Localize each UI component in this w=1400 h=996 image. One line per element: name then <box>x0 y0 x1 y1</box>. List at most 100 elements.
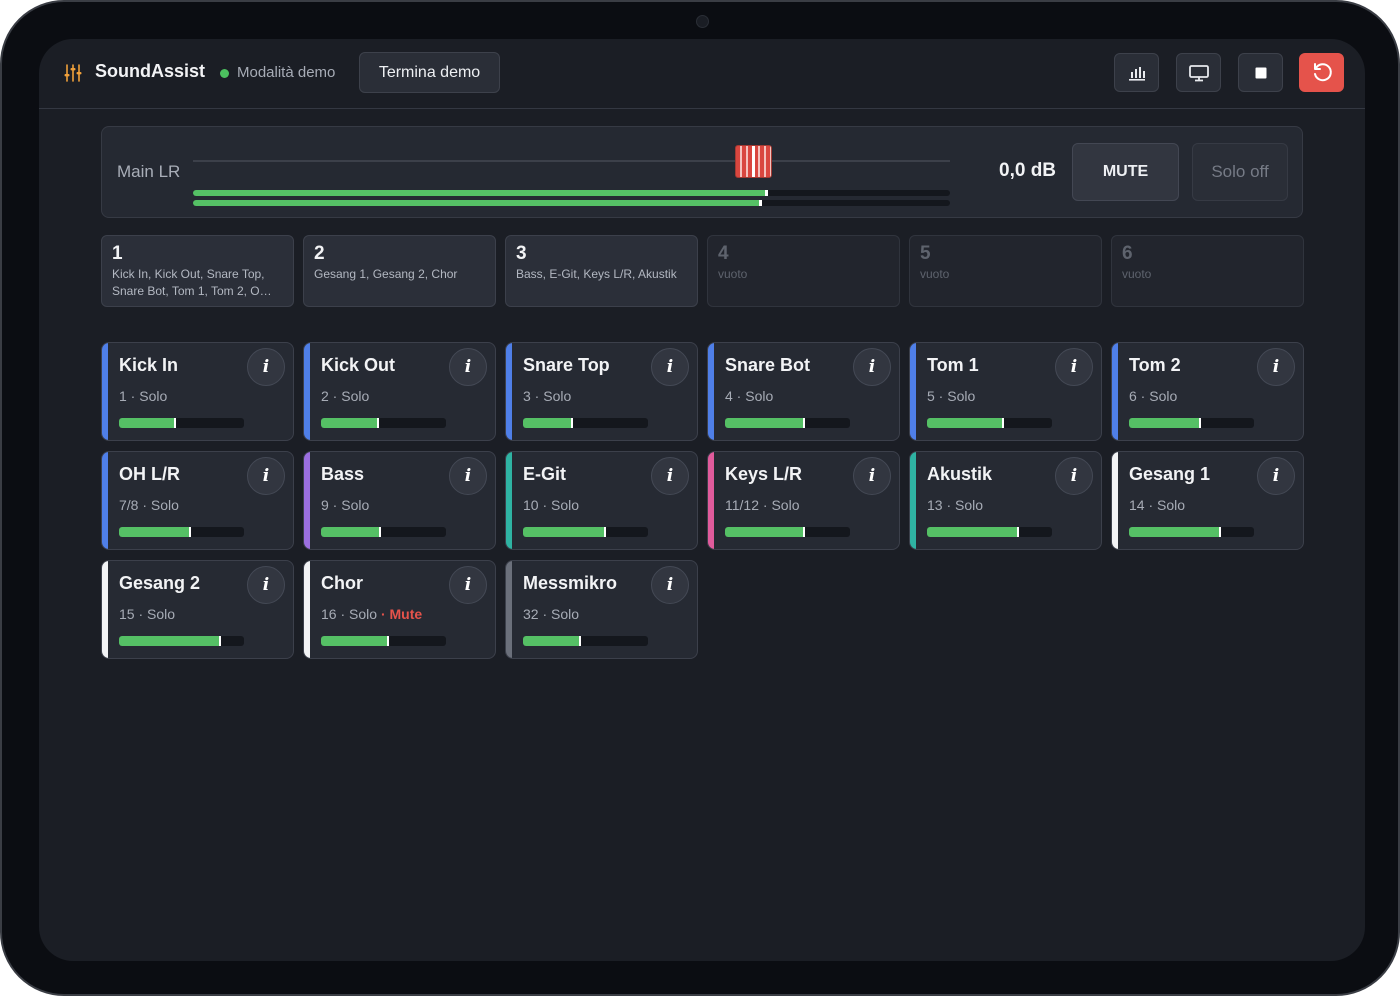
display-button[interactable] <box>1176 53 1221 92</box>
main-meter-right <box>193 200 950 206</box>
info-button[interactable]: i <box>247 348 285 386</box>
info-button[interactable]: i <box>651 457 689 495</box>
channel-name: Keys L/R <box>725 464 803 484</box>
channel-meter <box>725 527 850 537</box>
app-title: SoundAssist <box>95 61 206 81</box>
channel-card[interactable]: E-Git 10 · Solo i <box>505 451 698 550</box>
group-6[interactable]: 6 vuoto <box>1111 235 1304 307</box>
channel-subtitle: 15 · Solo <box>119 606 175 622</box>
channel-separator: · <box>942 497 956 513</box>
channel-name: Tom 1 <box>927 355 979 375</box>
group-members: Gesang 1, Gesang 2, Chor <box>314 267 458 281</box>
channel-separator: · <box>934 388 948 404</box>
channel-subtitle: 11/12 · Solo <box>725 497 799 513</box>
info-button[interactable]: i <box>247 566 285 604</box>
reset-icon <box>1313 62 1332 81</box>
info-button[interactable]: i <box>449 457 487 495</box>
monitor-icon <box>1188 64 1209 81</box>
info-button[interactable]: i <box>651 348 689 386</box>
channel-meter-peak <box>1002 418 1004 428</box>
group-members: vuoto <box>920 267 950 281</box>
channel-name: Gesang 2 <box>119 573 201 593</box>
channel-meter <box>725 418 850 428</box>
group-members: Kick In, Kick Out, Snare Top, Snare Bot,… <box>112 267 272 298</box>
channel-number: 1 <box>119 388 127 404</box>
main-fader-knob[interactable] <box>735 145 773 178</box>
channel-card[interactable]: Snare Top 3 · Solo i <box>505 342 698 441</box>
app-screen: SoundAssist Modalità demo Termina demo <box>39 39 1365 961</box>
channel-number: 4 <box>725 388 733 404</box>
channel-separator: · <box>1144 497 1158 513</box>
channel-separator: · <box>538 606 552 622</box>
channel-meter-peak <box>1219 527 1221 537</box>
group-4[interactable]: 4 vuoto <box>707 235 900 307</box>
channel-card[interactable]: OH L/R 7/8 · Solo i <box>101 451 294 550</box>
channel-card[interactable]: Bass 9 · Solo i <box>303 451 496 550</box>
channel-name: Chor <box>321 573 363 593</box>
channel-separator: · <box>328 388 342 404</box>
channel-subtitle: 3 · Solo <box>523 388 571 404</box>
info-button[interactable]: i <box>1257 348 1295 386</box>
group-number: 5 <box>920 243 931 264</box>
channel-meter <box>321 418 446 428</box>
end-demo-button[interactable]: Termina demo <box>359 52 500 93</box>
channel-color-strip <box>506 343 512 440</box>
main-lr-panel: Main LR 0,0 dB MUTE Solo off <box>101 126 1303 218</box>
channel-name: Kick Out <box>321 355 396 375</box>
channel-color-strip <box>910 452 916 549</box>
channel-card[interactable]: Gesang 2 15 · Solo i <box>101 560 294 659</box>
channel-name: Kick In <box>119 355 179 375</box>
group-3[interactable]: 3 Bass, E-Git, Keys L/R, Akustik <box>505 235 698 307</box>
channel-separator: · <box>138 497 151 513</box>
channel-subtitle: 6 · Solo <box>1129 388 1177 404</box>
channel-meter-peak <box>802 418 805 428</box>
info-button[interactable]: i <box>651 566 689 604</box>
channel-card[interactable]: Keys L/R 11/12 · Solo i <box>707 451 900 550</box>
channel-name: Snare Top <box>523 355 610 375</box>
channel-card[interactable]: Kick In 1 · Solo i <box>101 342 294 441</box>
channel-card[interactable]: Tom 2 6 · Solo i <box>1111 342 1304 441</box>
channel-card[interactable]: Kick Out 2 · Solo i <box>303 342 496 441</box>
channel-color-strip <box>102 452 108 549</box>
info-button[interactable]: i <box>449 348 487 386</box>
channel-card[interactable]: Snare Bot 4 · Solo i <box>707 342 900 441</box>
channel-subtitle: 10 · Solo <box>523 497 579 513</box>
channel-solo: Solo <box>349 606 378 622</box>
main-fader-track[interactable] <box>193 160 950 162</box>
channel-meter <box>119 636 244 646</box>
group-5[interactable]: 5 vuoto <box>909 235 1102 307</box>
channel-meter-fill <box>927 527 1017 537</box>
channel-card[interactable]: Akustik 13 · Solo i <box>909 451 1102 550</box>
channel-meter-fill <box>523 418 571 428</box>
meters-button[interactable] <box>1114 53 1159 92</box>
channel-separator: · <box>126 388 140 404</box>
channel-solo: Solo <box>147 606 176 622</box>
info-button[interactable]: i <box>853 348 891 386</box>
channel-card[interactable]: Chor 16 · Solo · Mute i <box>303 560 496 659</box>
stop-button[interactable] <box>1238 53 1283 92</box>
status-text: Modalità demo <box>237 64 336 81</box>
info-button[interactable]: i <box>853 457 891 495</box>
channel-meter <box>1129 527 1254 537</box>
main-mute-button[interactable]: MUTE <box>1072 143 1179 201</box>
info-button[interactable]: i <box>247 457 285 495</box>
channel-card[interactable]: Messmikro 32 · Solo i <box>505 560 698 659</box>
group-2[interactable]: 2 Gesang 1, Gesang 2, Chor <box>303 235 496 307</box>
solo-off-button[interactable]: Solo off <box>1192 143 1288 201</box>
reset-button[interactable] <box>1299 53 1344 92</box>
info-button[interactable]: i <box>1055 457 1093 495</box>
channel-meter-fill <box>321 527 379 537</box>
info-button[interactable]: i <box>449 566 487 604</box>
channel-number: 32 <box>523 606 539 622</box>
channel-color-strip <box>102 343 108 440</box>
channel-card[interactable]: Tom 1 5 · Solo i <box>909 342 1102 441</box>
channel-meter-peak <box>1017 527 1019 537</box>
channel-card[interactable]: Gesang 1 14 · Solo i <box>1111 451 1304 550</box>
channel-subtitle: 7/8 · Solo <box>119 497 179 513</box>
channel-mute-separator: · <box>377 606 390 622</box>
status-dot-icon <box>220 69 229 78</box>
info-button[interactable]: i <box>1257 457 1295 495</box>
info-button[interactable]: i <box>1055 348 1093 386</box>
group-1[interactable]: 1 Kick In, Kick Out, Snare Top, Snare Bot… <box>101 235 294 307</box>
